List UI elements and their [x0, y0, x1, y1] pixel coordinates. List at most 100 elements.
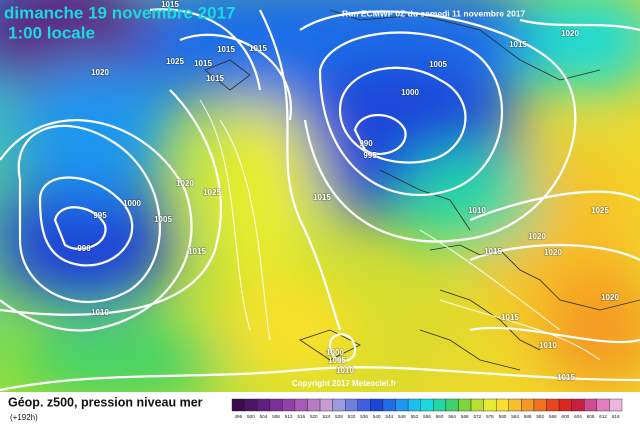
isobar-label: 1000: [123, 199, 141, 208]
scale-label: 516: [297, 414, 305, 419]
isobar-label: 1015: [313, 193, 331, 202]
scale-label: 536: [360, 414, 368, 419]
scale-swatch: [458, 398, 472, 412]
isobar-label: 1015: [217, 45, 235, 54]
isobar-label: 1020: [561, 29, 579, 38]
scale-label: 520: [310, 414, 318, 419]
isobar-label: 1015: [188, 247, 206, 256]
isobar-label: 1000: [326, 348, 344, 357]
scale-swatch: [294, 398, 308, 412]
scale-swatch: [533, 398, 547, 412]
scale-swatch: [382, 398, 396, 412]
scale-swatch: [508, 398, 522, 412]
isobar-label: 1020: [176, 179, 194, 188]
lead-time: (+192h): [10, 413, 38, 422]
scale-label: 564: [448, 414, 456, 419]
scale-swatch: [445, 398, 459, 412]
scale-swatch: [307, 398, 321, 412]
scale-swatch: [269, 398, 283, 412]
scale-label: 556: [423, 414, 431, 419]
isobar-label: 1005: [154, 215, 172, 224]
scale-label: 580: [499, 414, 507, 419]
isobar-label: 995: [93, 211, 107, 220]
scale-label: 596: [549, 414, 557, 419]
isobar-label: 1020: [528, 232, 546, 241]
scale-swatch: [332, 398, 346, 412]
scale-label: 572: [473, 414, 481, 419]
scale-label: 584: [511, 414, 519, 419]
scale-swatch: [546, 398, 560, 412]
isobars: [0, 8, 640, 392]
scale-label: 540: [373, 414, 381, 419]
scale-label: 608: [587, 414, 595, 419]
isobar-label: 1025: [166, 57, 184, 66]
scale-label: 552: [411, 414, 419, 419]
time: 1:00 locale: [8, 23, 95, 42]
scale-swatch: [395, 398, 409, 412]
isobar-label: 1005: [328, 356, 346, 365]
isobar-label: 1015: [249, 44, 267, 53]
scale-label: 568: [461, 414, 469, 419]
isobar-label: 1000: [401, 88, 419, 97]
scale-swatch: [521, 398, 535, 412]
scale-swatch: [420, 398, 434, 412]
scale-label: 604: [574, 414, 582, 419]
run: Run ECMWF 0Z du samedi 11 novembre 2017: [342, 8, 526, 18]
isobar-label: 995: [363, 151, 377, 160]
isobar-label: 1010: [539, 341, 557, 350]
isobar-labels: 1015 1020 1025 1015 1015 1015 1015 1015 1020 1005…: [77, 0, 621, 383]
isobar-label: 1005: [429, 60, 447, 69]
scale-swatch: [609, 398, 623, 412]
isobar-label: 990: [359, 139, 373, 148]
scale-swatch: [470, 398, 484, 412]
scale-swatch: [596, 398, 610, 412]
isobar-label: 1015: [194, 59, 212, 68]
scale-swatch: [407, 398, 421, 412]
footer-title: Géop. z500, pression niveau mer: [8, 395, 203, 409]
scale-label: 528: [335, 414, 343, 419]
scale-label: 560: [436, 414, 444, 419]
color-scale: 496 500 504 508 512 516 520 524 528 532 536 540 544 5…: [231, 398, 623, 419]
isobar-label: 1020: [601, 293, 619, 302]
scale-swatch: [319, 398, 333, 412]
isobar-label: 1010: [468, 206, 486, 215]
scale-swatch: [558, 398, 572, 412]
scale-swatch: [370, 398, 384, 412]
isobar-label: 1015: [557, 373, 575, 382]
date: dimanche 19 novembre 2017: [4, 3, 236, 22]
isobar-label: 1010: [336, 366, 354, 375]
scale-label: 500: [247, 414, 255, 419]
scale-label: 616: [612, 414, 620, 419]
scale-swatch: [571, 398, 585, 412]
scale-label: 532: [348, 414, 356, 419]
scale-swatch: [495, 398, 509, 412]
isobar-label: 1015: [161, 0, 179, 9]
scale-label: 588: [524, 414, 532, 419]
scale-label: 508: [272, 414, 280, 419]
scale-swatch: [483, 398, 497, 412]
scale-label: 496: [234, 414, 242, 419]
scale-swatch: [584, 398, 598, 412]
scale-swatch: [282, 398, 296, 412]
copyright: Copyright 2017 Meteociel.fr: [292, 379, 396, 388]
scale-swatch: [345, 398, 359, 412]
scale-label: 524: [323, 414, 331, 419]
isobar-label: 1020: [91, 68, 109, 77]
isobar-label: 1015: [501, 313, 519, 322]
scale-label: 612: [599, 414, 607, 419]
isobar-label: 1025: [203, 188, 221, 197]
scale-label: 548: [398, 414, 406, 419]
scale-label: 592: [536, 414, 544, 419]
isobar-label: 1025: [591, 206, 609, 215]
scale-label: 544: [385, 414, 393, 419]
scale-swatch: [244, 398, 258, 412]
isobar-label: 990: [77, 244, 91, 253]
isobar-label: 1015: [206, 74, 224, 83]
isobar-label: 1020: [544, 248, 562, 257]
scale-label: 576: [486, 414, 494, 419]
scale-swatch: [231, 398, 245, 412]
scale-label: 512: [285, 414, 293, 419]
scale-swatch: [433, 398, 447, 412]
